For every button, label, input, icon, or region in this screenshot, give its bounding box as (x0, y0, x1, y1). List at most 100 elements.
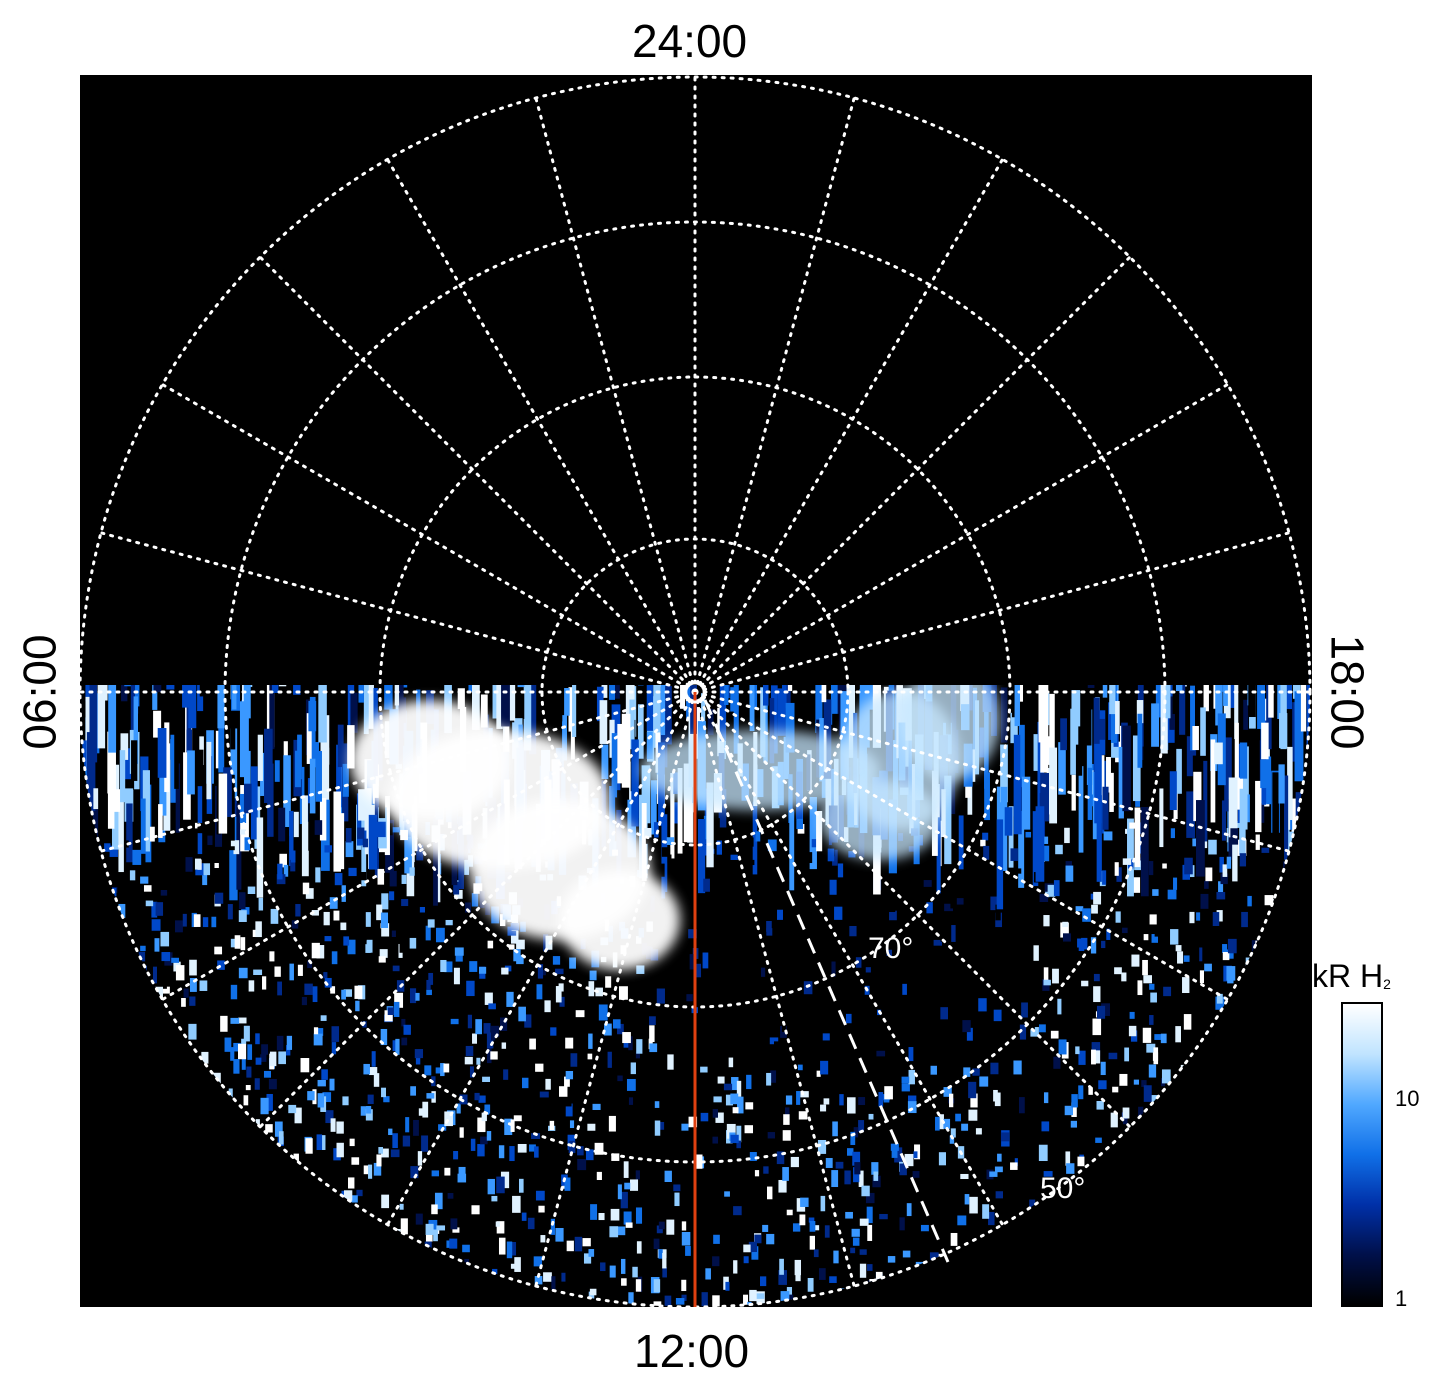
emission-pixel (989, 1171, 998, 1177)
emission-pixel (182, 684, 191, 708)
emission-pixel (276, 1035, 284, 1051)
emission-pixel (274, 1121, 283, 1137)
emission-pixel (1241, 911, 1248, 928)
emission-pixel (587, 1123, 596, 1131)
emission-pixel (1075, 1046, 1080, 1055)
emission-pixel (725, 1281, 730, 1291)
emission-pixel (359, 871, 367, 881)
emission-pixel (1092, 1308, 1099, 1316)
emission-pixel (475, 1019, 482, 1035)
emission-pixel (1070, 947, 1079, 956)
emission-pixel (1195, 800, 1205, 877)
emission-pixel (1226, 949, 1234, 959)
emission-pixel (994, 1166, 1003, 1173)
emission-pixel (807, 891, 812, 899)
emission-pixel (677, 922, 685, 933)
emission-pixel (283, 755, 291, 828)
emission-pixel (887, 884, 893, 901)
emission-pixel (724, 862, 734, 874)
emission-pixel (1055, 844, 1063, 855)
emission-pixel (507, 926, 517, 936)
emission-pixel (420, 1216, 427, 1223)
emission-pixel (496, 650, 503, 729)
emission-pixel (672, 1302, 682, 1307)
meridian-17 (99, 690, 697, 853)
emission-pixel (230, 840, 238, 847)
emission-pixel (289, 810, 294, 867)
emission-pixel (202, 873, 208, 886)
emission-pixel (230, 1017, 240, 1024)
emission-pixel (331, 951, 338, 965)
emission-pixel (457, 1173, 467, 1183)
emission-pixel (349, 1138, 355, 1147)
emission-pixel (241, 1053, 246, 1070)
emission-pixel (425, 925, 431, 941)
emission-pixel (188, 666, 197, 729)
emission-pixel (114, 695, 121, 749)
emission-pixel (295, 904, 301, 917)
emission-pixel (887, 1256, 896, 1263)
emission-pixel (993, 961, 1001, 973)
emission-pixel (785, 702, 795, 753)
emission-pixel (796, 1091, 801, 1105)
emission-pixel (955, 898, 965, 905)
emission-pixel (797, 895, 804, 907)
emission-pixel (851, 1228, 860, 1237)
emission-pixel (112, 789, 121, 812)
emission-pixel (1186, 791, 1196, 838)
emission-pixel (779, 1005, 788, 1016)
emission-pixel (858, 1120, 865, 1132)
emission-pixel (617, 1075, 623, 1082)
emission-pixel (431, 1170, 440, 1177)
emission-pixel (152, 966, 157, 984)
emission-pixel (971, 912, 979, 927)
emission-pixel (932, 867, 940, 878)
emission-pixel (367, 674, 374, 729)
emission-pixel (464, 902, 472, 913)
emission-pixel (779, 1258, 784, 1275)
emission-pixel (217, 960, 225, 970)
emission-pixel (873, 1171, 879, 1181)
emission-pixel (491, 1195, 498, 1202)
emission-pixel (1064, 1105, 1074, 1116)
emission-pixel (943, 1087, 952, 1097)
emission-pixel (930, 1065, 937, 1075)
emission-pixel (1064, 827, 1070, 844)
emission-pixel (203, 863, 211, 876)
emission-pixel (1087, 873, 1095, 886)
emission-pixel (993, 992, 999, 1000)
emission-pixel (431, 1204, 438, 1215)
emission-pixel (564, 688, 570, 716)
emission-pixel (818, 961, 827, 971)
emission-pixel (521, 1212, 527, 1221)
emission-pixel (850, 1131, 856, 1145)
emission-pixel (786, 1209, 793, 1216)
emission-pixel (771, 1221, 780, 1233)
emission-pixel (1216, 993, 1223, 1004)
emission-pixel (445, 919, 453, 926)
emission-pixel (979, 958, 987, 972)
emission-pixel (641, 765, 651, 824)
emission-pixel (684, 848, 689, 863)
emission-pixel (426, 989, 432, 996)
emission-pixel (769, 1037, 779, 1045)
emission-pixel (1128, 1309, 1137, 1325)
emission-pixel (1142, 959, 1148, 976)
emission-pixel (395, 954, 404, 970)
emission-pixel (681, 1221, 687, 1231)
emission-pixel (238, 1043, 247, 1060)
emission-pixel (846, 984, 853, 1001)
emission-pixel (487, 940, 494, 949)
emission-pixel (456, 1103, 461, 1114)
emission-pixel (913, 1013, 921, 1030)
emission-pixel (138, 951, 146, 962)
emission-pixel (781, 659, 787, 713)
emission-pixel (840, 1003, 847, 1018)
emission-pixel (817, 1139, 827, 1154)
emission-pixel (595, 987, 603, 997)
emission-pixel (389, 870, 397, 887)
emission-pixel (170, 734, 178, 803)
emission-pixel (261, 1044, 269, 1055)
emission-pixel (1129, 1011, 1135, 1019)
emission-pixel (1091, 1042, 1101, 1056)
